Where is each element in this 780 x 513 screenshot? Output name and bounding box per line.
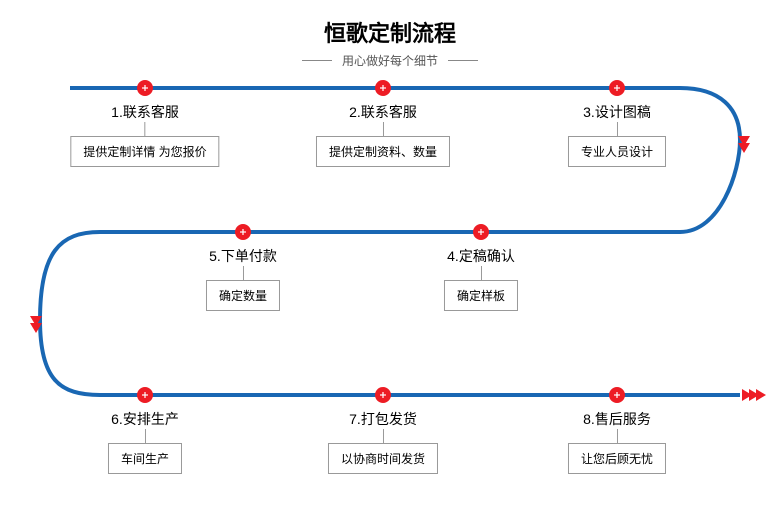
step-title: 7.打包发货 bbox=[349, 409, 417, 429]
connector-line bbox=[242, 266, 243, 280]
flow-step: 2.联系客服提供定制资料、数量 bbox=[316, 102, 450, 167]
step-title: 3.设计图稿 bbox=[583, 102, 651, 122]
connector-line bbox=[382, 429, 383, 443]
step-desc: 让您后顾无忧 bbox=[568, 443, 666, 474]
step-desc: 专业人员设计 bbox=[568, 136, 666, 167]
flow-step: 6.安排生产车间生产 bbox=[108, 409, 182, 474]
connector-line bbox=[480, 266, 481, 280]
connector-line bbox=[382, 122, 383, 136]
step-title: 1.联系客服 bbox=[111, 102, 179, 122]
connector-line bbox=[616, 429, 617, 443]
step-desc: 确定样板 bbox=[444, 280, 518, 311]
step-desc: 车间生产 bbox=[108, 443, 182, 474]
step-desc: 提供定制资料、数量 bbox=[316, 136, 450, 167]
step-title: 2.联系客服 bbox=[349, 102, 417, 122]
step-title: 6.安排生产 bbox=[111, 409, 179, 429]
step-title: 5.下单付款 bbox=[209, 246, 277, 266]
arrows-group bbox=[30, 136, 766, 401]
flow-step: 5.下单付款确定数量 bbox=[206, 246, 280, 311]
flow-step: 3.设计图稿专业人员设计 bbox=[568, 102, 666, 167]
step-desc: 以协商时间发货 bbox=[328, 443, 438, 474]
arrow-icon bbox=[742, 389, 766, 401]
step-title: 8.售后服务 bbox=[583, 409, 651, 429]
connector-line bbox=[144, 429, 145, 443]
flow-step: 1.联系客服提供定制详情 为您报价 bbox=[70, 102, 219, 167]
step-desc: 提供定制详情 为您报价 bbox=[70, 136, 219, 167]
step-title: 4.定稿确认 bbox=[447, 246, 515, 266]
step-desc: 确定数量 bbox=[206, 280, 280, 311]
flow-step: 8.售后服务让您后顾无忧 bbox=[568, 409, 666, 474]
flow-step: 7.打包发货以协商时间发货 bbox=[328, 409, 438, 474]
connector-line bbox=[145, 122, 146, 136]
connector-line bbox=[616, 122, 617, 136]
flow-step: 4.定稿确认确定样板 bbox=[444, 246, 518, 311]
